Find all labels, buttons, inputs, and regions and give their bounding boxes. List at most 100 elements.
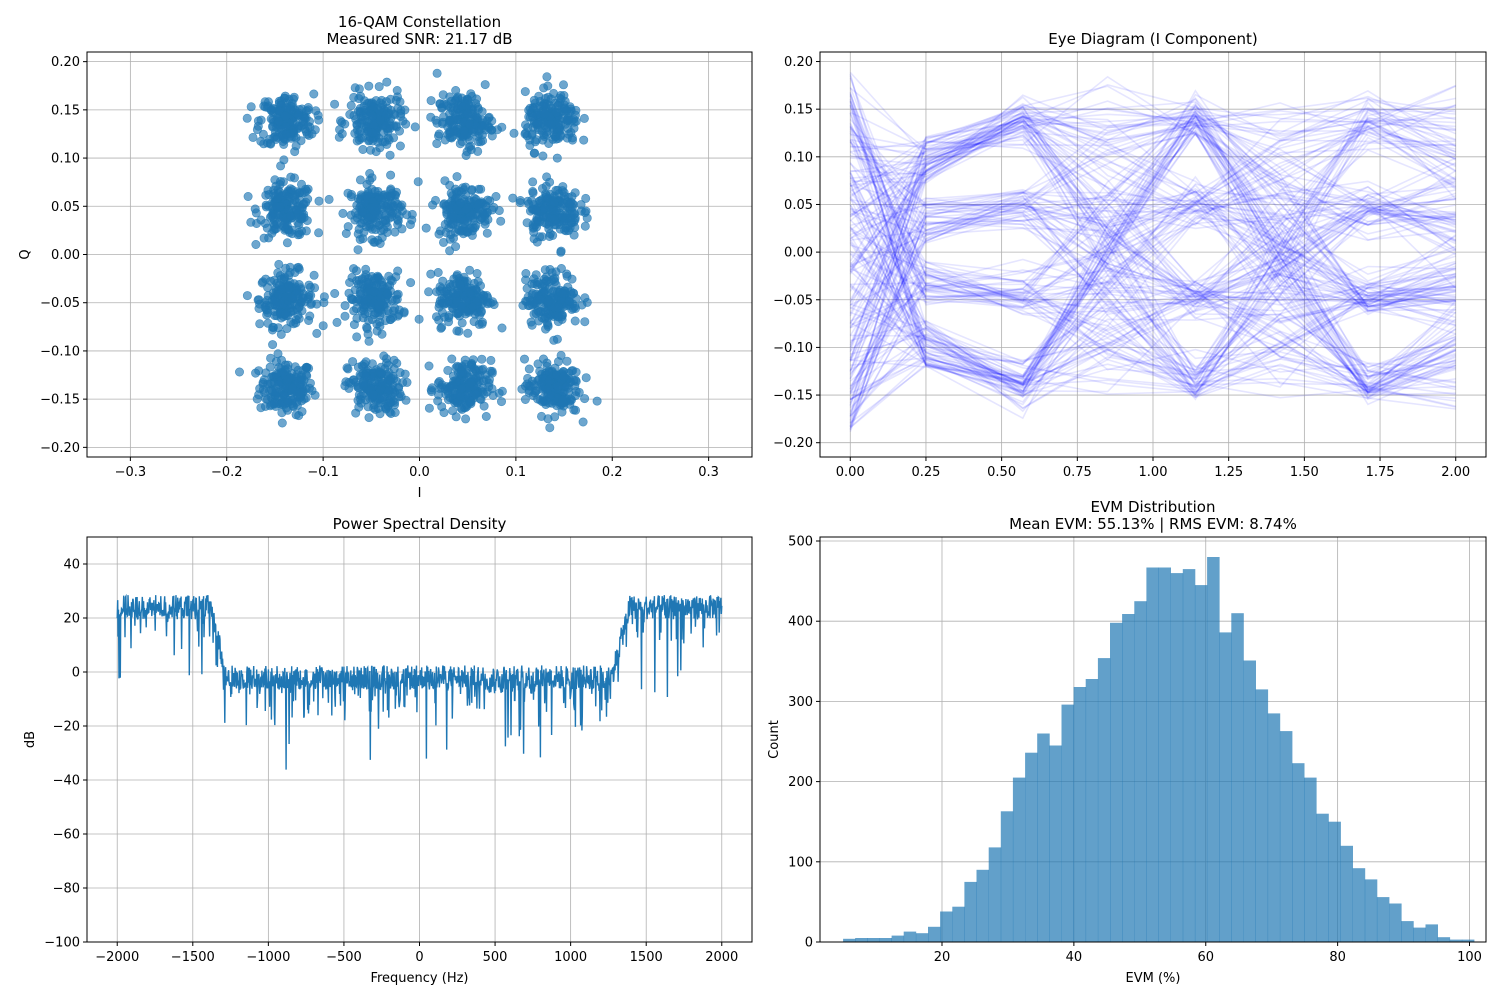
x-tick-label: −0.1	[307, 465, 339, 480]
eye-trace	[849, 196, 1456, 397]
x-tick-label: −0.3	[115, 465, 147, 480]
scatter-point	[340, 381, 350, 391]
scatter-point	[520, 129, 530, 139]
eye-trace	[849, 126, 1456, 242]
scatter-point	[476, 184, 486, 194]
eye-trace	[849, 115, 1456, 306]
scatter-point	[395, 97, 405, 107]
y-axis-label: Count	[767, 720, 782, 759]
scatter-point	[361, 122, 371, 132]
scatter-point	[340, 311, 350, 321]
scatter-point	[285, 211, 295, 221]
scatter-point	[424, 403, 434, 413]
eye-trace	[849, 87, 1457, 406]
scatter-point	[444, 312, 454, 322]
scatter-point	[460, 355, 470, 365]
scatter-point	[508, 193, 518, 203]
eye-trace	[850, 113, 1457, 388]
x-tick-label: 20	[934, 950, 951, 965]
eye-trace	[849, 71, 1456, 306]
scatter-point	[536, 411, 546, 421]
scatter-point	[289, 173, 299, 183]
scatter-point	[318, 321, 328, 331]
eye-trace	[849, 101, 1456, 384]
scatter-point	[330, 99, 340, 109]
scatter-point	[353, 106, 363, 116]
scatter-point	[581, 373, 591, 383]
eye-trace	[849, 215, 1456, 421]
histogram-bar	[1316, 813, 1329, 942]
scatter-point	[529, 95, 539, 105]
scatter-point	[281, 122, 291, 132]
scatter-point	[385, 314, 395, 324]
eye-trace	[849, 120, 1456, 388]
eye-trace	[849, 134, 1456, 368]
scatter-point	[267, 386, 277, 396]
scatter-point	[539, 83, 549, 93]
scatter-point	[455, 139, 465, 149]
eye-trace	[849, 100, 1456, 313]
scatter-point	[342, 363, 352, 373]
scatter-point	[479, 120, 489, 130]
histogram-bar	[1292, 763, 1305, 942]
scatter-point	[559, 191, 569, 201]
x-tick-label: 0.50	[987, 465, 1016, 480]
scatter-point	[370, 404, 380, 414]
scatter-point	[253, 295, 263, 305]
y-tick-label: 0.00	[51, 248, 80, 263]
eye-trace	[849, 104, 1456, 379]
scatter-point	[571, 386, 581, 396]
scatter-point	[553, 381, 563, 391]
scatter-point	[440, 135, 450, 145]
scatter-point	[448, 381, 458, 391]
scatter-point	[332, 317, 342, 327]
eye-trace	[849, 100, 1457, 399]
eye-trace	[850, 198, 1456, 386]
scatter-point	[443, 365, 453, 375]
x-tick-label: 80	[1329, 950, 1346, 965]
eye-trace	[849, 291, 1457, 417]
eye-trace	[850, 215, 1456, 396]
histogram-bar	[1376, 897, 1390, 942]
eye-trace	[849, 124, 1457, 307]
scatter-point	[273, 210, 283, 220]
eye-trace	[850, 297, 1456, 388]
scatter-point	[310, 125, 320, 135]
eye-trace	[849, 120, 1456, 379]
chart-title: Mean EVM: 55.13% | RMS EVM: 8.74%	[1009, 515, 1297, 533]
eye-trace	[849, 201, 1457, 389]
x-tick-label: 1.75	[1366, 465, 1395, 480]
scatter-point	[319, 292, 329, 302]
scatter-point	[270, 175, 280, 185]
scatter-point	[463, 328, 473, 338]
eye-trace	[849, 100, 1456, 324]
eye-trace	[849, 132, 1457, 391]
scatter-point	[351, 304, 361, 314]
eye-trace	[849, 104, 1456, 425]
eye-trace	[849, 225, 1456, 380]
eye-trace	[849, 113, 1457, 406]
eye-trace	[850, 117, 1456, 410]
scatter-point	[545, 229, 555, 239]
eye-trace	[849, 175, 1456, 395]
scatter-point	[261, 368, 271, 378]
eye-trace	[850, 95, 1457, 235]
eye-trace	[849, 136, 1456, 391]
scatter-point	[421, 223, 431, 233]
histogram-bar	[1304, 777, 1317, 942]
eye-trace	[849, 118, 1457, 386]
eye-trace	[849, 103, 1456, 379]
scatter-points	[235, 68, 602, 433]
scatter-point	[414, 314, 424, 324]
scatter-point	[542, 219, 552, 229]
eye-trace	[849, 125, 1456, 407]
scatter-point	[445, 92, 455, 102]
scatter-point	[400, 369, 410, 379]
eye-trace	[849, 191, 1456, 329]
scatter-point	[477, 354, 487, 364]
scatter-point	[543, 383, 553, 393]
scatter-point	[338, 208, 348, 218]
scatter-point	[373, 137, 383, 147]
scatter-point	[486, 355, 496, 365]
scatter-point	[306, 298, 316, 308]
